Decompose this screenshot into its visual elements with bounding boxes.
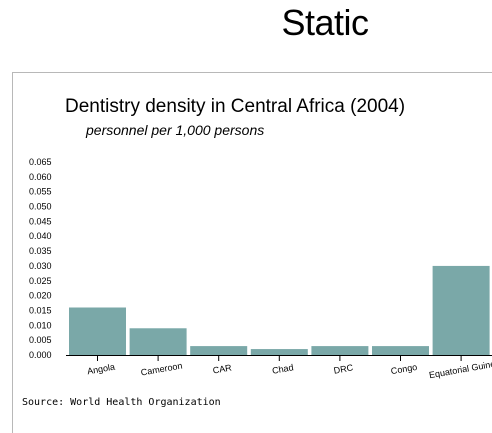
bar xyxy=(69,307,126,355)
y-tick-label: 0.045 xyxy=(29,216,52,226)
bar xyxy=(311,346,369,355)
y-tick-label: 0.005 xyxy=(29,335,52,345)
y-tick-label: 0.060 xyxy=(29,172,52,182)
chart-frame xyxy=(12,72,492,433)
category-label: Angola xyxy=(86,362,115,377)
bar xyxy=(250,349,308,355)
y-tick-label: 0.000 xyxy=(29,350,52,360)
chart-title: Dentistry density in Central Africa (200… xyxy=(65,96,406,117)
category-label: Cameroon xyxy=(140,360,183,377)
bar xyxy=(372,346,429,355)
y-tick-label: 0.065 xyxy=(29,157,52,167)
page-title: Static xyxy=(281,2,369,43)
category-label: Chad xyxy=(271,362,294,376)
y-tick-label: 0.055 xyxy=(29,187,52,197)
category-label: DRC xyxy=(333,362,354,375)
y-tick-label: 0.020 xyxy=(29,291,52,301)
chart-subtitle: personnel per 1,000 persons xyxy=(86,122,265,138)
y-tick-label: 0.015 xyxy=(29,305,52,315)
y-tick-label: 0.010 xyxy=(29,320,52,330)
source-note: Source: World Health Organization xyxy=(22,397,221,408)
category-label: Equatorial Guinea xyxy=(428,358,492,380)
category-label: CAR xyxy=(212,362,233,375)
y-tick-label: 0.040 xyxy=(29,231,52,241)
bar xyxy=(432,265,490,355)
bar xyxy=(129,328,187,355)
bar-chart: 0.000 0.005 0.010 0.015 0.020 0.025 0.030 0.035… xyxy=(29,157,492,380)
y-tick-label: 0.035 xyxy=(29,246,52,256)
y-tick-label: 0.050 xyxy=(29,202,52,212)
y-tick-label: 0.030 xyxy=(29,261,52,271)
y-tick-label: 0.025 xyxy=(29,276,52,286)
bar xyxy=(190,346,248,355)
category-label: Congo xyxy=(390,362,418,376)
